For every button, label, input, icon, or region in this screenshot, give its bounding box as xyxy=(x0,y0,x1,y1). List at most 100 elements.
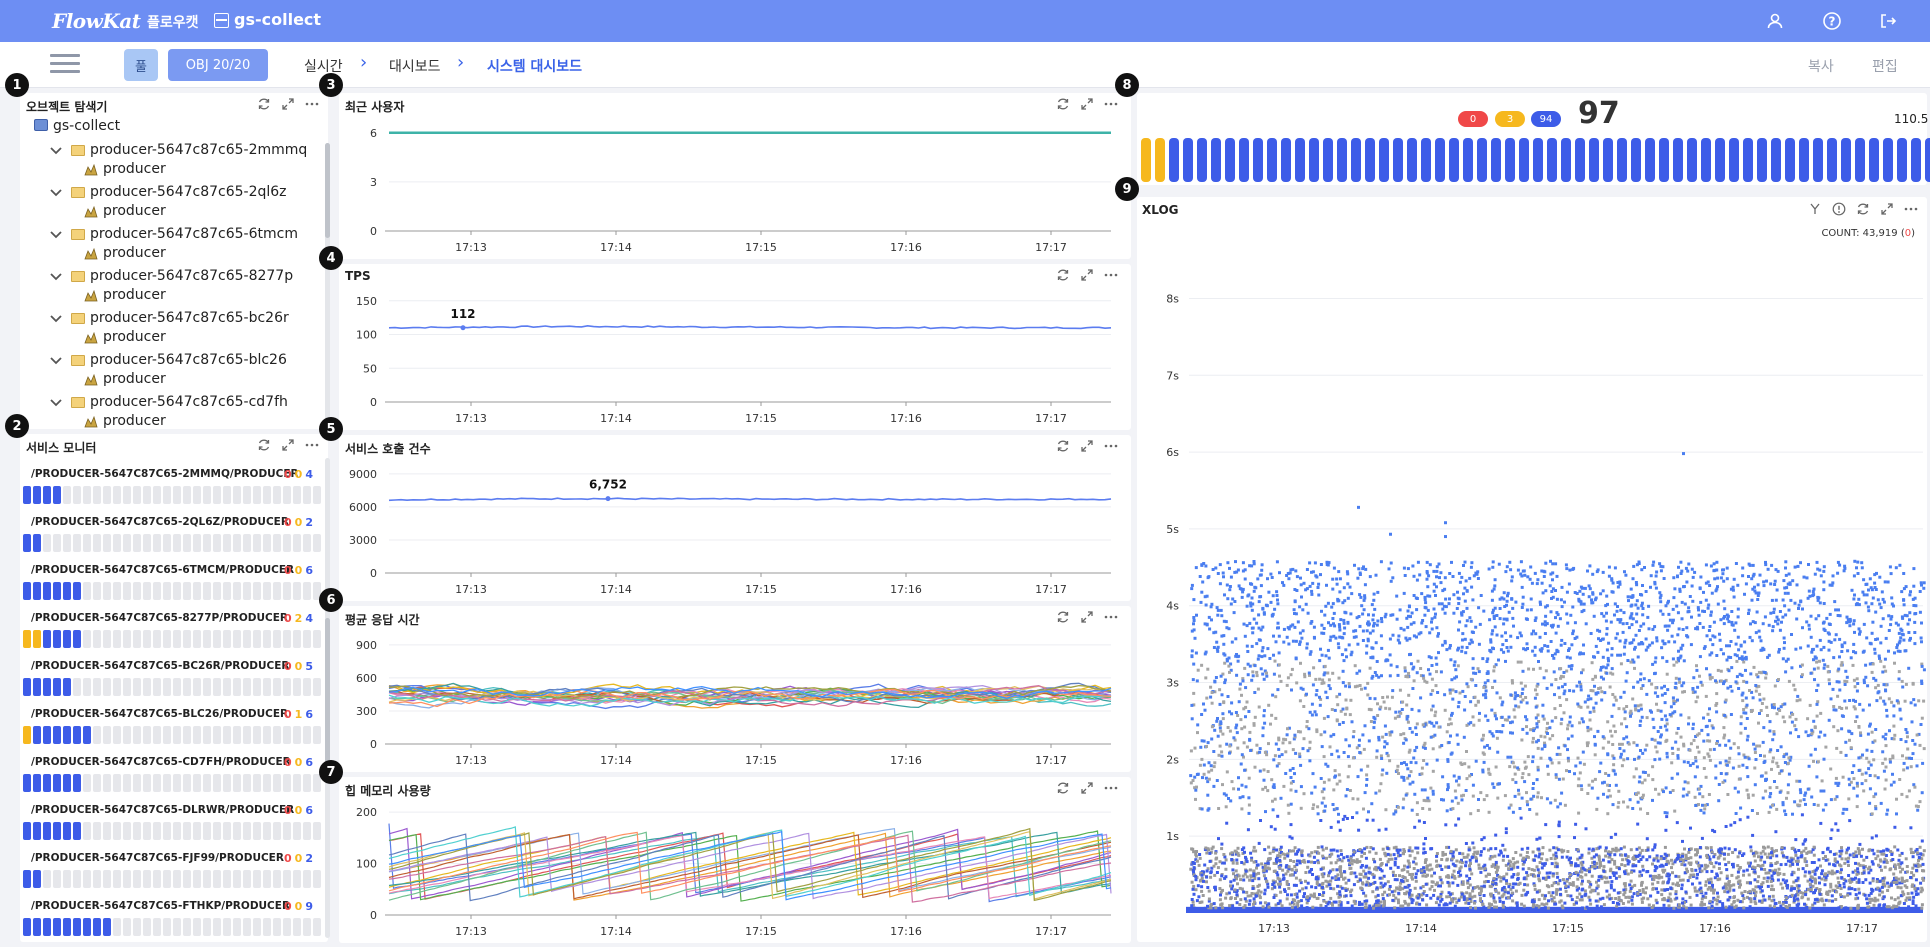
chevron-down-icon[interactable] xyxy=(50,229,62,241)
chevron-down-icon[interactable] xyxy=(50,355,62,367)
xlog-point xyxy=(1842,895,1846,899)
more-icon[interactable] xyxy=(304,437,320,453)
xlog-point xyxy=(1349,894,1353,898)
service-row[interactable]: /PRODUCER-5647C87C65-2MMMQ/PRODUCER 0 0 4 xyxy=(23,468,321,508)
xlog-count: COUNT: 43,919 (0) xyxy=(1821,228,1915,239)
expand-icon[interactable] xyxy=(1079,438,1095,454)
xlog-point xyxy=(1372,906,1375,910)
service-row[interactable]: /PRODUCER-5647C87C65-8277P/PRODUCER 0 2 4 xyxy=(23,612,321,652)
refresh-icon[interactable] xyxy=(1055,267,1071,283)
xlog-point xyxy=(1501,858,1505,862)
filter-icon[interactable] xyxy=(1807,201,1823,217)
object-count-button[interactable]: OBJ 20/20 xyxy=(168,49,268,81)
help-icon[interactable]: ? xyxy=(1821,10,1843,32)
edit-button[interactable]: 편집 xyxy=(1872,59,1898,75)
service-row[interactable]: /PRODUCER-5647C87C65-DLRWR/PRODUCER 0 0 6 xyxy=(23,804,321,844)
xlog-point xyxy=(1222,652,1226,656)
tree-folder-label: producer-5647c87c65-8277p xyxy=(90,268,294,284)
xlog-point xyxy=(1474,859,1478,863)
refresh-icon[interactable] xyxy=(1055,438,1071,454)
more-icon[interactable] xyxy=(1103,438,1119,454)
xlog-point xyxy=(1854,869,1857,873)
series-line xyxy=(388,831,1112,894)
expand-icon[interactable] xyxy=(1079,780,1095,796)
refresh-icon[interactable] xyxy=(1055,609,1071,625)
xlog-point xyxy=(1536,738,1540,742)
service-row[interactable]: /PRODUCER-5647C87C65-FTHKP/PRODUCER 0 0 9 xyxy=(23,900,321,940)
service-row[interactable]: /PRODUCER-5647C87C65-BC26R/PRODUCER 0 0 5 xyxy=(23,660,321,700)
project-name[interactable]: gs-collect xyxy=(234,10,322,29)
xlog-point xyxy=(1222,853,1226,856)
scrollbar[interactable] xyxy=(325,458,330,938)
logout-icon[interactable] xyxy=(1877,10,1899,32)
xlog-point xyxy=(1349,890,1352,894)
refresh-icon[interactable] xyxy=(1055,780,1071,796)
refresh-icon[interactable] xyxy=(256,96,272,112)
service-row[interactable]: /PRODUCER-5647C87C65-6TMCM/PRODUCER 0 0 6 xyxy=(23,564,321,604)
xlog-point xyxy=(1218,563,1222,567)
xlog-point xyxy=(1413,886,1417,890)
expand-icon[interactable] xyxy=(1879,201,1895,217)
normal-count: 2 xyxy=(305,516,313,529)
xlog-point xyxy=(1915,851,1919,855)
xlog-point xyxy=(1568,873,1572,877)
expand-icon[interactable] xyxy=(1079,609,1095,625)
expand-icon[interactable] xyxy=(280,96,296,112)
more-icon[interactable] xyxy=(1903,201,1919,217)
refresh-icon[interactable] xyxy=(1855,201,1871,217)
expand-icon[interactable] xyxy=(1079,267,1095,283)
copy-button[interactable]: 복사 xyxy=(1808,59,1834,75)
xlog-point xyxy=(1593,753,1597,757)
service-row[interactable]: /PRODUCER-5647C87C65-CD7FH/PRODUCER 0 0 6 xyxy=(23,756,321,796)
service-row[interactable]: /PRODUCER-5647C87C65-2QL6Z/PRODUCER 0 0 2 xyxy=(23,516,321,556)
expand-icon[interactable] xyxy=(280,437,296,453)
xlog-point xyxy=(1241,587,1245,591)
alert-icon[interactable] xyxy=(1831,201,1847,217)
chevron-down-icon[interactable] xyxy=(50,187,62,199)
xlog-point xyxy=(1779,882,1783,886)
refresh-icon[interactable] xyxy=(256,437,272,453)
service-row[interactable]: /PRODUCER-5647C87C65-BLC26/PRODUCER 0 1 6 xyxy=(23,708,321,748)
xlog-point xyxy=(1404,892,1408,896)
chevron-down-icon[interactable] xyxy=(50,397,62,409)
breadcrumb-dashboard[interactable]: 대시보드 xyxy=(389,59,441,75)
refresh-icon[interactable] xyxy=(1055,96,1071,112)
more-icon[interactable] xyxy=(1103,609,1119,625)
xlog-point xyxy=(1545,902,1549,906)
chevron-down-icon[interactable] xyxy=(50,271,62,283)
scrollbar[interactable] xyxy=(325,143,330,426)
xlog-point xyxy=(1300,850,1304,854)
more-icon[interactable] xyxy=(304,96,320,112)
menu-icon[interactable] xyxy=(50,54,80,74)
logo[interactable]: FlowKat xyxy=(52,9,141,33)
breadcrumb-realtime[interactable]: 실시간 xyxy=(304,59,343,75)
service-bar xyxy=(63,582,71,600)
chevron-down-icon[interactable] xyxy=(50,313,62,325)
xlog-point xyxy=(1839,871,1843,875)
more-icon[interactable] xyxy=(1103,780,1119,796)
warning-count: 1 xyxy=(294,708,303,721)
xlog-point xyxy=(1800,850,1803,854)
tree-root[interactable]: gs-collect xyxy=(34,118,120,134)
service-row[interactable]: /PRODUCER-5647C87C65-FJF99/PRODUCER 0 0 2 xyxy=(23,852,321,892)
more-icon[interactable] xyxy=(1103,96,1119,112)
user-icon[interactable] xyxy=(1764,10,1786,32)
chevron-down-icon[interactable] xyxy=(50,145,62,157)
xlog-point xyxy=(1883,903,1886,907)
pool-button[interactable]: 풀 xyxy=(124,49,158,81)
xlog-point xyxy=(1371,872,1375,876)
more-icon[interactable] xyxy=(1103,267,1119,283)
xlog-point xyxy=(1558,704,1562,707)
service-bar xyxy=(223,870,231,888)
xlog-point xyxy=(1282,737,1286,741)
expand-icon[interactable] xyxy=(1079,96,1095,112)
xlog-point xyxy=(1749,849,1753,853)
xlog-point xyxy=(1289,802,1293,806)
xlog-point xyxy=(1580,853,1584,857)
